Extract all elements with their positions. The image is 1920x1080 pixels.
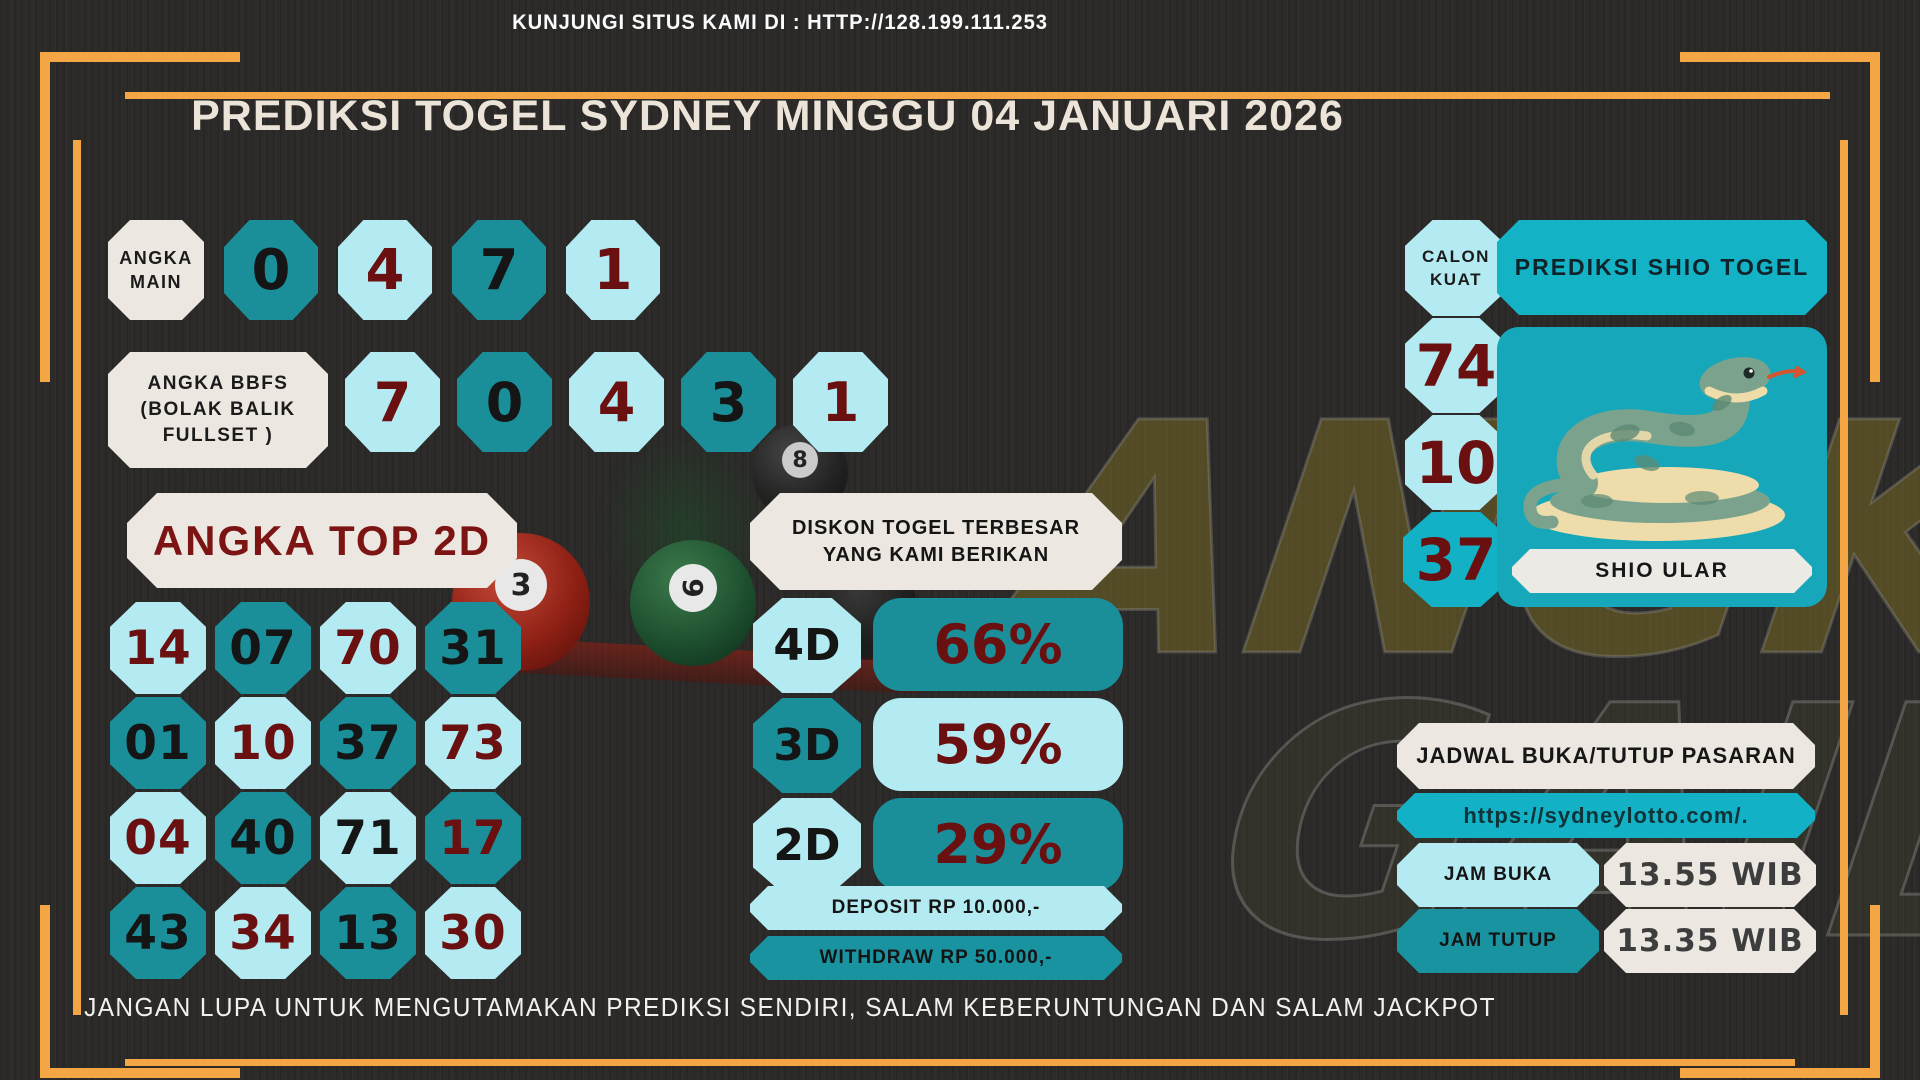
top2d-cell: 43 [110,887,206,979]
frame-line-right [1840,140,1848,1015]
frame-corner-top-left-vertical [40,52,50,382]
top2d-cell: 30 [425,887,521,979]
calon-kuat-line1: CALON [1422,247,1490,266]
angka-bbfs-digit: 4 [569,352,664,452]
frame-corner-bottom-right [1680,1068,1880,1078]
market-url-link[interactable]: https://sydneylotto.com/. [1397,793,1815,838]
angka-bbfs-label-line1: ANGKA BBFS [147,373,289,394]
ball-number: 8 [782,442,818,479]
deposit-info: DEPOSIT RP 10.000,- [750,886,1122,930]
top2d-cell: 40 [215,792,311,884]
billiard-ball-9-icon: 9 [630,540,756,666]
angka-bbfs-digit: 1 [793,352,888,452]
top2d-cell: 13 [320,887,416,979]
angka-bbfs-label: ANGKA BBFS (BOLAK BALIK FULLSET ) [108,352,328,468]
visit-site-link[interactable]: KUNJUNGI SITUS KAMI DI : HTTP://128.199.… [512,11,1048,34]
shio-prediction-title: PREDIKSI SHIO TOGEL [1497,220,1827,315]
top2d-cell: 71 [320,792,416,884]
top2d-cell: 07 [215,602,311,694]
angka-bbfs-label-line2: (BOLAK BALIK [140,399,296,420]
diskon-3d-label: 3D [753,698,861,793]
top2d-cell: 34 [215,887,311,979]
frame-corner-bottom-left [40,1068,240,1078]
diskon-3d-value: 59% [873,698,1123,791]
jam-buka-value: 13.55 WIB [1604,843,1816,907]
top2d-cell: 37 [320,697,416,789]
jam-tutup-label: JAM TUTUP [1397,909,1599,973]
angka-bbfs-label-line3: FULLSET ) [162,425,274,446]
angka-main-digit: 1 [566,220,660,320]
diskon-row-4d: 4D 66% [753,598,1123,693]
angka-bbfs-digit: 3 [681,352,776,452]
angka-top-2d-title: ANGKA TOP 2D [127,493,517,588]
frame-line-left [73,140,81,1015]
diskon-title: DISKON TOGEL TERBESAR YANG KAMI BERIKAN [750,493,1122,590]
frame-corner-top-right-vertical [1870,52,1880,382]
diskon-title-line2: YANG KAMI BERIKAN [822,543,1050,566]
angka-main-label: ANGKA MAIN [108,220,204,320]
top2d-cell: 01 [110,697,206,789]
angka-main-digit: 0 [224,220,318,320]
ball-number: 9 [669,563,717,612]
page-title: PREDIKSI TOGEL SYDNEY MINGGU 04 JANUARI … [191,92,1344,140]
frame-corner-top-right [1680,52,1880,62]
calon-kuat-number: 37 [1403,512,1509,607]
shio-panel: SHIO ULAR [1497,327,1827,607]
jam-buka-label: JAM BUKA [1397,843,1599,907]
angka-top-2d-grid: 14 07 70 31 01 10 37 73 04 40 71 17 43 3… [110,602,521,979]
top2d-cell: 04 [110,792,206,884]
top2d-cell: 70 [320,602,416,694]
diskon-2d-value: 29% [873,798,1123,891]
top2d-cell: 14 [110,602,206,694]
frame-corner-top-left [40,52,240,62]
top2d-cell: 31 [425,602,521,694]
top2d-cell: 73 [425,697,521,789]
calon-kuat-label: CALON KUAT [1405,220,1507,316]
calon-kuat-number: 74 [1405,318,1507,413]
angka-bbfs-section: ANGKA BBFS (BOLAK BALIK FULLSET ) 7 0 4 … [108,352,888,468]
angka-main-label-line2: MAIN [130,272,182,292]
frame-corner-bottom-left-vertical [40,905,50,1078]
withdraw-info: WITHDRAW RP 50.000,- [750,936,1122,980]
frame-corner-bottom-right-vertical [1870,905,1880,1078]
diskon-row-3d: 3D 59% [753,698,1123,793]
diskon-2d-label: 2D [753,798,861,893]
footer-message: JANGAN LUPA UNTUK MENGUTAMAKAN PREDIKSI … [84,992,1496,1022]
angka-main-label-line1: ANGKA [119,248,193,268]
snake-illustration [1523,357,1807,541]
calon-kuat-line2: KUAT [1430,270,1482,289]
jadwal-title: JADWAL BUKA/TUTUP PASARAN [1397,723,1815,789]
frame-line-bottom [125,1059,1795,1066]
shio-animal-label: SHIO ULAR [1512,549,1812,593]
angka-main-section: ANGKA MAIN 0 4 7 1 [108,220,660,320]
top2d-cell: 10 [215,697,311,789]
frame-line-top [125,92,1830,99]
angka-bbfs-digit: 7 [345,352,440,452]
angka-main-digit: 4 [338,220,432,320]
angka-bbfs-digit: 0 [457,352,552,452]
diskon-4d-value: 66% [873,598,1123,691]
top2d-cell: 17 [425,792,521,884]
calon-kuat-number: 10 [1405,415,1507,510]
diskon-title-line1: DISKON TOGEL TERBESAR [791,516,1081,539]
jam-tutup-value: 13.35 WIB [1604,909,1816,973]
diskon-4d-label: 4D [753,598,861,693]
diskon-row-2d: 2D 29% [753,798,1123,893]
angka-main-digit: 7 [452,220,546,320]
